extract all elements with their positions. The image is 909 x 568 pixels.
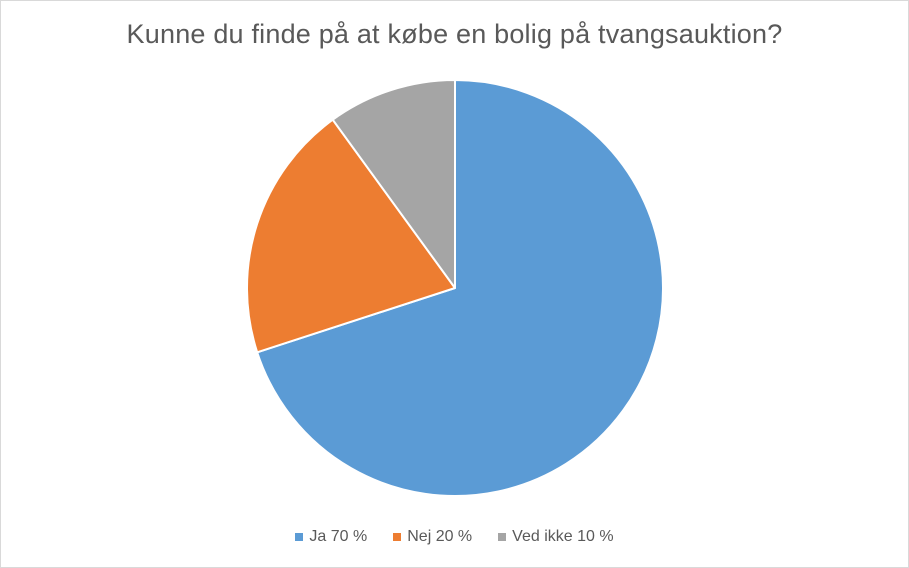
pie-slices <box>246 79 664 497</box>
pie-slice-nej <box>246 118 456 354</box>
legend-label-ja: Ja 70 % <box>309 528 368 545</box>
chart-title: Kunne du finde på at købe en bolig på tv… <box>126 19 783 49</box>
pie-slice-ja <box>256 79 664 497</box>
legend-item-ja: Ja 70 % <box>295 528 367 546</box>
pie-slice-ved-ikke <box>331 79 456 289</box>
legend-item-ved-ikke: Ved ikke 10 % <box>498 528 614 546</box>
legend-label-nej: Nej 20 % <box>407 528 473 545</box>
legend-swatch-ja <box>295 533 304 541</box>
chart-legend: Ja 70 % Nej 20 % Ved ikke 10 % <box>1 528 908 546</box>
legend-item-nej: Nej 20 % <box>393 528 472 546</box>
legend-swatch-nej <box>393 533 402 541</box>
legend-swatch-ved-ikke <box>498 533 507 541</box>
legend-label-ved-ikke: Ved ikke 10 % <box>512 528 614 545</box>
